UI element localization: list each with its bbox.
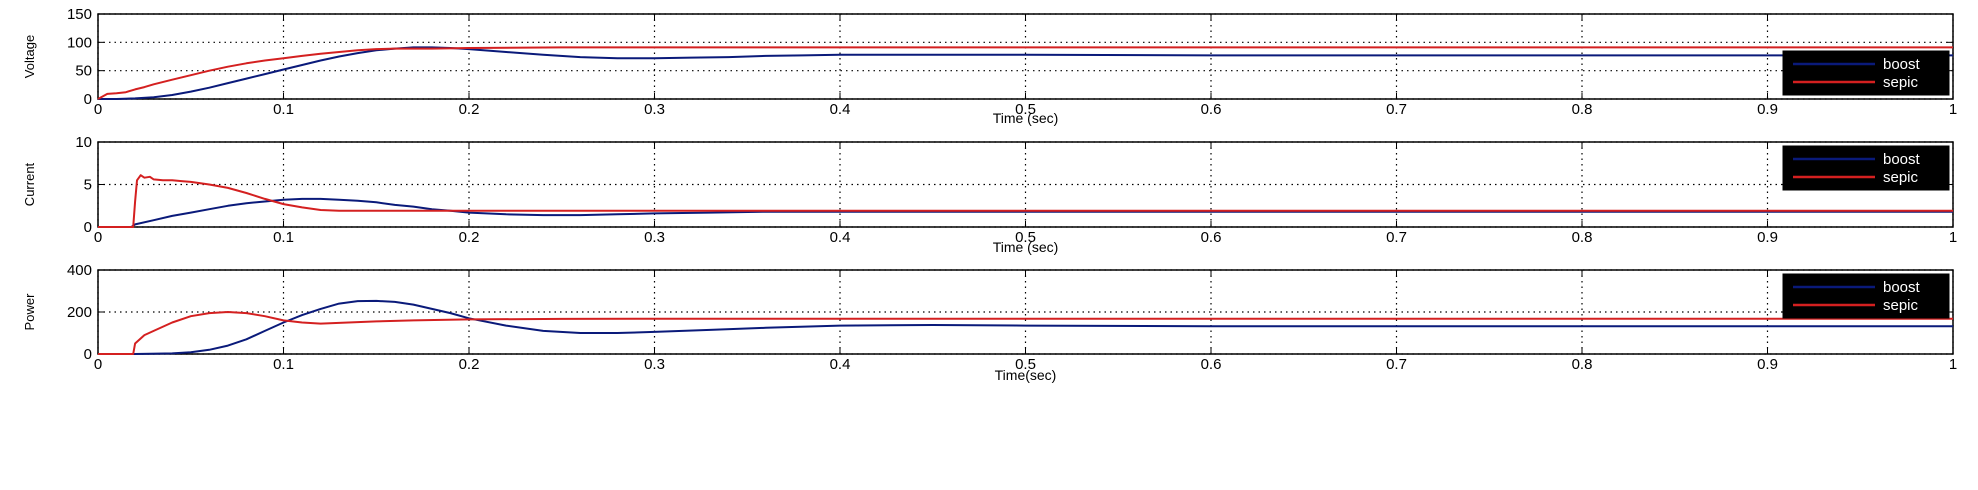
x-axis-label: Time (sec) <box>993 239 1059 255</box>
series-line-sepic <box>98 311 1953 355</box>
x-tick-label: 0 <box>94 101 102 118</box>
y-axis-label: Voltage <box>22 35 37 78</box>
legend-box <box>1782 50 1950 96</box>
x-tick-label: 0.4 <box>830 101 851 118</box>
y-tick-label: 200 <box>67 304 92 321</box>
x-tick-label: 0.9 <box>1757 229 1778 246</box>
y-tick-label: 5 <box>84 177 92 194</box>
legend-label-boost: boost <box>1883 279 1921 296</box>
x-axis-label: Time(sec) <box>995 367 1057 383</box>
x-tick-label: 0.2 <box>459 101 480 118</box>
x-tick-label: 0.3 <box>644 356 665 373</box>
y-tick-label: 50 <box>75 63 92 80</box>
y-tick-label: 100 <box>67 34 92 51</box>
legend-box <box>1782 145 1950 191</box>
x-tick-label: 0.3 <box>644 101 665 118</box>
x-tick-label: 0.9 <box>1757 101 1778 118</box>
x-axis-label: Time (sec) <box>993 110 1059 126</box>
x-tick-label: 0.8 <box>1572 101 1593 118</box>
y-tick-label: 0 <box>84 219 92 236</box>
series-line-sepic <box>97 46 1953 100</box>
y-tick-label: 0 <box>84 91 92 108</box>
y-tick-label: 150 <box>67 6 92 23</box>
x-tick-label: 0.6 <box>1201 356 1222 373</box>
x-tick-label: 0.1 <box>273 229 294 246</box>
y-axis-label: Current <box>22 162 37 206</box>
series-line-sepic <box>98 174 1953 228</box>
legend-box <box>1782 273 1950 319</box>
subplot-voltage: 0 0.1 0.2 0.3 0.4 0.5 0.6 0.7 0.8 0.9 1 0 50 100 150 Ti… <box>22 6 1957 126</box>
plot-area <box>97 13 1954 100</box>
x-tick-label: 0.8 <box>1572 356 1593 373</box>
x-tick-label: 0.2 <box>459 229 480 246</box>
x-tick-label: 1 <box>1949 101 1957 118</box>
x-tick-label: 0.1 <box>273 101 294 118</box>
x-tick-label: 0.7 <box>1386 101 1407 118</box>
legend-label-sepic: sepic <box>1883 169 1919 186</box>
x-tick-label: 0.8 <box>1572 229 1593 246</box>
legend-label-boost: boost <box>1883 56 1921 73</box>
x-tick-label: 0.4 <box>830 229 851 246</box>
legend-label-sepic: sepic <box>1883 74 1919 91</box>
x-tick-label: 0 <box>94 229 102 246</box>
x-tick-label: 1 <box>1949 229 1957 246</box>
series-line-boost <box>98 299 1953 355</box>
y-tick-label: 0 <box>84 346 92 363</box>
x-tick-label: 1 <box>1949 356 1957 373</box>
legend-label-boost: boost <box>1883 151 1921 168</box>
x-tick-label: 0.6 <box>1201 229 1222 246</box>
x-tick-label: 0.5 <box>1015 356 1036 373</box>
x-tick-label: 0.7 <box>1386 356 1407 373</box>
subplot-power: 0 0.1 0.2 0.3 0.4 0.5 0.6 0.7 0.8 0.9 1 0 200 400 Time… <box>22 262 1957 383</box>
y-tick-label: 400 <box>67 262 92 279</box>
x-tick-label: 0.7 <box>1386 229 1407 246</box>
x-tick-label: 0.6 <box>1201 101 1222 118</box>
y-tick-label: 10 <box>75 134 92 151</box>
legend-label-sepic: sepic <box>1883 297 1919 314</box>
x-tick-label: 0.9 <box>1757 356 1778 373</box>
x-tick-label: 0.5 <box>1015 229 1036 246</box>
x-tick-label: 0.2 <box>459 356 480 373</box>
x-tick-label: 0.5 <box>1015 101 1036 118</box>
x-tick-label: 0 <box>94 356 102 373</box>
y-axis-label: Power <box>22 293 37 331</box>
x-tick-label: 0.3 <box>644 229 665 246</box>
plot-area <box>97 269 1954 355</box>
x-tick-label: 0.1 <box>273 356 294 373</box>
x-tick-label: 0.4 <box>830 356 851 373</box>
